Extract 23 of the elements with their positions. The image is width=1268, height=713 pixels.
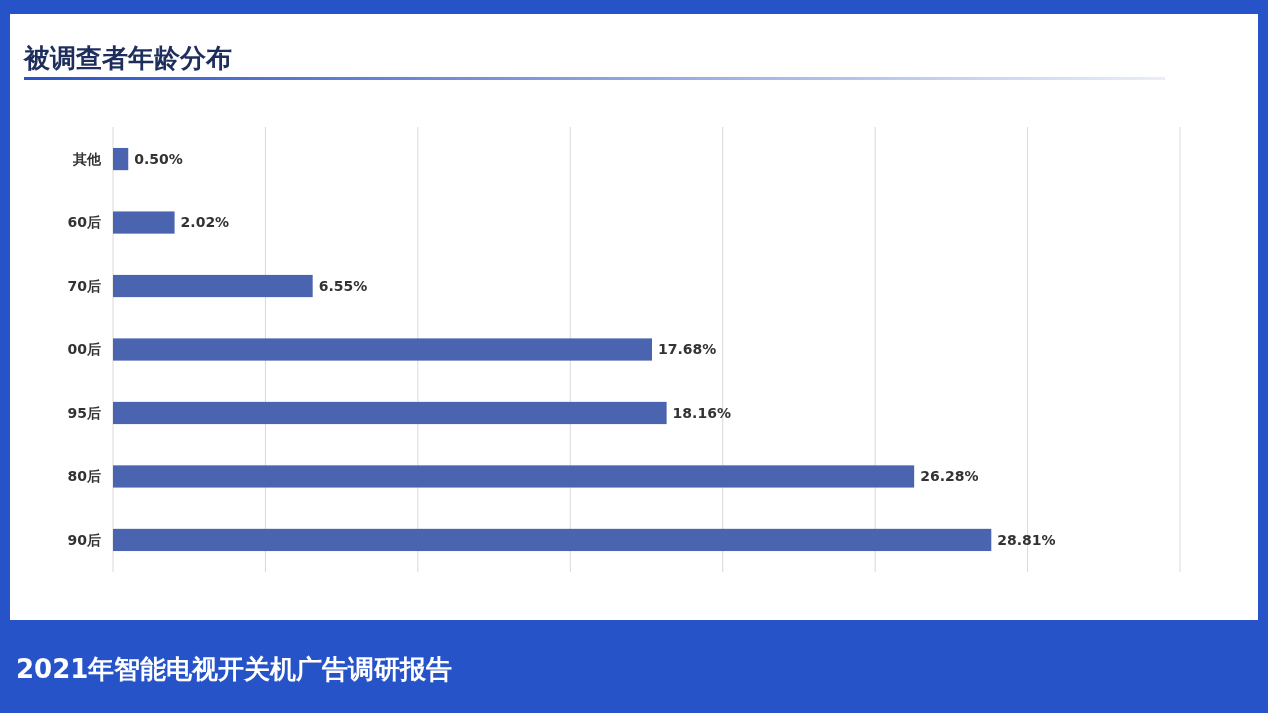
data-label: 28.81%	[997, 531, 1056, 548]
data-label: 6.55%	[318, 277, 368, 294]
bar	[113, 147, 129, 171]
y-tick-label: 90后	[67, 531, 101, 548]
data-label: 26.28%	[920, 468, 979, 485]
y-tick-label: 95后	[67, 404, 101, 421]
bar	[113, 465, 915, 488]
y-tick-label: 70后	[67, 277, 101, 294]
y-tick-label: 60后	[67, 214, 101, 231]
bar	[113, 338, 652, 361]
y-tick-label: 其他	[72, 150, 102, 167]
y-tick-label: 80后	[67, 468, 101, 485]
bar	[113, 274, 313, 298]
y-tick-label: 00后	[67, 341, 101, 358]
bar	[113, 528, 992, 552]
text: 2021年智能电视开关机广告调研报告	[16, 654, 453, 684]
bar	[113, 401, 667, 425]
data-label: 17.68%	[657, 341, 717, 358]
data-label: 0.50%	[134, 150, 183, 167]
bar	[113, 211, 175, 234]
data-label: 2.02%	[180, 214, 230, 231]
data-label: 18.16%	[672, 404, 731, 421]
chart-title: 被调查者年龄分布	[23, 43, 232, 73]
